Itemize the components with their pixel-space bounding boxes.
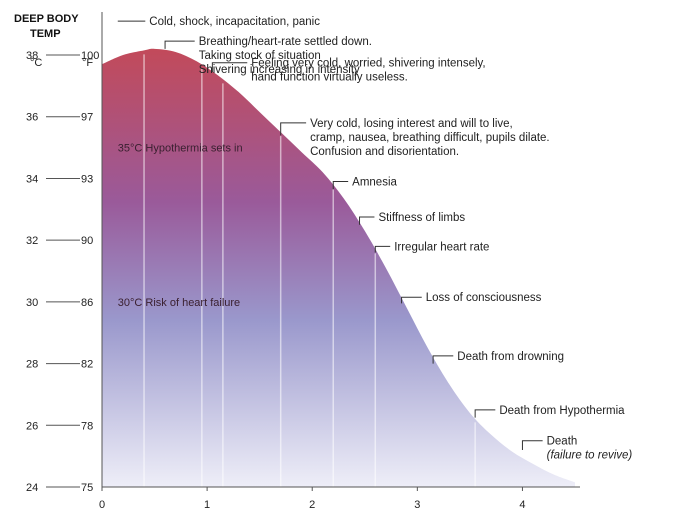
x-tick-label: 4 xyxy=(519,499,525,510)
annotation-text: Death from Hypothermia xyxy=(499,405,625,417)
band-label: 35°C Hypothermia sets in xyxy=(118,143,243,155)
annotation-text: Cold, shock, incapacitation, panic xyxy=(149,16,320,28)
annotation-text: Loss of consciousness xyxy=(426,292,542,304)
y-axis: 38 100 36 97 34 93 32 90 30 86 28 82 26 78 24 75 xyxy=(26,12,103,494)
annotation-leader xyxy=(164,40,195,49)
y-tick-fahrenheit: 97 xyxy=(81,112,93,124)
y-tick-celsius: 30 xyxy=(26,297,38,309)
vertical-guides xyxy=(143,54,476,487)
annotation-text: Irregular heart rate xyxy=(394,241,489,253)
annotation-text: Taking stock of situation xyxy=(199,50,321,62)
annotation-leader xyxy=(332,181,349,190)
y-tick-fahrenheit: 86 xyxy=(81,297,93,309)
annotation-leader xyxy=(374,245,391,253)
x-axis: 0 1 2 3 4 xyxy=(99,486,580,510)
annotation-leader xyxy=(474,409,496,418)
celsius-unit-label: °C xyxy=(30,57,42,69)
temperature-area xyxy=(102,48,575,488)
annotation-leader xyxy=(211,62,248,72)
x-tick-label: 2 xyxy=(309,499,315,510)
y-tick-celsius: 28 xyxy=(26,359,38,371)
y-tick-celsius: 26 xyxy=(26,420,38,432)
annotation-leader xyxy=(280,122,307,136)
band-label: 30°C Risk of heart failure xyxy=(118,297,240,309)
fahrenheit-unit-label: °F xyxy=(82,57,93,69)
annotation-text: hand function virtually useless. xyxy=(251,72,408,84)
annotation-leader xyxy=(432,355,454,364)
annotation-text: Feeling very cold, worried, shivering in… xyxy=(251,58,485,70)
x-tick-label: 3 xyxy=(414,499,420,510)
y-tick-fahrenheit: 100 xyxy=(81,50,99,62)
y-tick-celsius: 36 xyxy=(26,112,38,124)
annotation-leader xyxy=(521,440,543,450)
annotation-text: Confusion and disorientation. xyxy=(310,146,459,158)
y-tick-fahrenheit: 75 xyxy=(81,482,93,494)
y-tick-celsius: 38 xyxy=(26,50,38,62)
y-tick-fahrenheit: 90 xyxy=(81,235,93,247)
y-tick-fahrenheit: 93 xyxy=(81,173,93,185)
annotation-text: (failure to revive) xyxy=(547,450,633,462)
annotation-text: Shivering increasing in intensity xyxy=(199,64,360,76)
y-tick-celsius: 32 xyxy=(26,235,38,247)
y-tick-celsius: 24 xyxy=(26,482,38,494)
band-labels: 35°C Hypothermia sets in 30°C Risk of hea… xyxy=(118,143,243,309)
y-tick-fahrenheit: 82 xyxy=(81,359,93,371)
annotation-text: Amnesia xyxy=(352,177,397,189)
y-tick-fahrenheit: 78 xyxy=(81,420,93,432)
annotation-leader xyxy=(401,296,422,304)
y-axis-title-line-2: TEMP xyxy=(30,28,61,40)
x-tick-label: 1 xyxy=(204,499,210,510)
annotation-text: Death xyxy=(547,436,578,448)
annotation-leader xyxy=(359,216,375,225)
annotation-text: Breathing/heart-rate settled down. xyxy=(199,36,372,48)
x-tick-label: 0 xyxy=(99,499,105,510)
annotation-text: Stiffness of limbs xyxy=(378,212,465,224)
annotation-text: cramp, nausea, breathing difficult, pupi… xyxy=(310,132,550,144)
annotations: Cold, shock, incapacitation, panic Breath… xyxy=(117,16,633,462)
annotation-text: Very cold, losing interest and will to l… xyxy=(310,118,513,130)
y-axis-title-line-1: DEEP BODY xyxy=(14,13,79,25)
y-tick-celsius: 34 xyxy=(26,173,38,185)
annotation-text: Death from drowning xyxy=(457,351,564,363)
